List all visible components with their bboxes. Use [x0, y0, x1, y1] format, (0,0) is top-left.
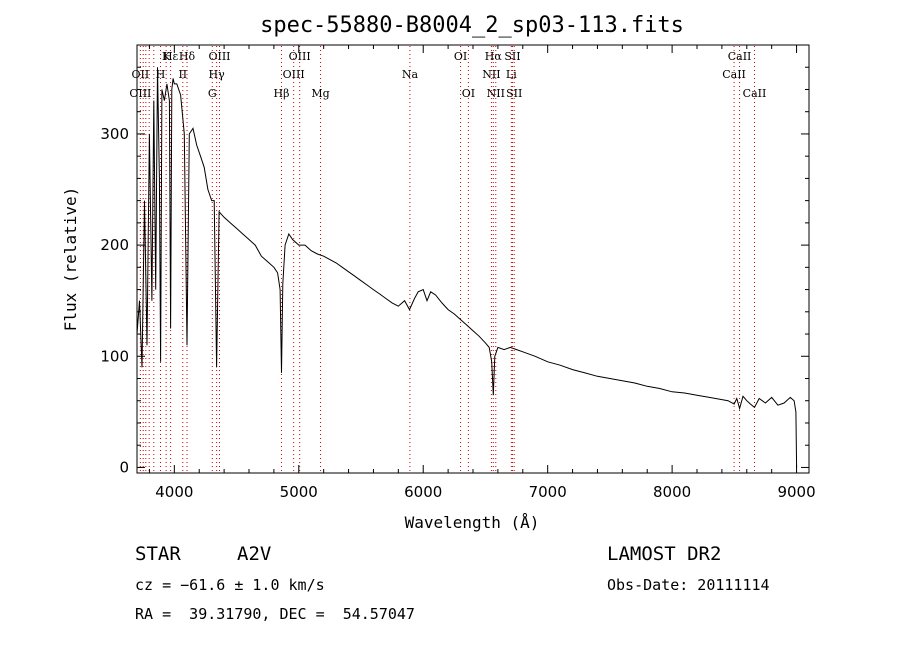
x-tick-label-6000: 6000 [404, 483, 442, 501]
line-label-9: OII [132, 68, 150, 81]
line-markers [139, 46, 755, 473]
x-axis-label: Wavelength (Å) [405, 513, 540, 532]
plot-frame [136, 44, 810, 474]
x-tick-label-8000: 8000 [653, 483, 691, 501]
line-label-10: H [156, 68, 166, 81]
line-label-22: OI [462, 87, 475, 100]
y-axis-label: Flux (relative) [61, 187, 80, 332]
object-subclass: A2V [237, 543, 272, 565]
x-tick-label-9000: 9000 [777, 483, 815, 501]
survey-name: LAMOST DR2 [607, 543, 722, 565]
line-label-23: NII [487, 87, 505, 100]
line-label-14: Na [402, 68, 419, 81]
line-label-24: SII [506, 87, 522, 100]
object-class: STAR [135, 543, 181, 565]
line-label-19: G [208, 87, 217, 100]
chart-title: spec-55880-B8004_2_sp03-113.fits [260, 13, 684, 38]
x-tick-label-7000: 7000 [529, 483, 567, 501]
line-label-0: Hε [163, 50, 179, 63]
line-label-11: II [178, 68, 187, 81]
redshift-readout: cz = −61.6 ± 1.0 km/s [135, 576, 325, 594]
line-label-25: CaII [743, 87, 767, 100]
y-axis-ticks: 0 100 200 300 [100, 66, 809, 476]
line-label-5: OI [454, 50, 467, 63]
y-tick-label-300: 300 [100, 125, 129, 143]
line-label-1: K [162, 50, 171, 63]
obs-date: Obs-Date: 20111114 [607, 576, 770, 594]
line-label-8: CaII [728, 50, 752, 63]
x-tick-label-5000: 5000 [280, 483, 318, 501]
line-label-4: OIII [289, 50, 311, 63]
y-tick-label-200: 200 [100, 236, 129, 254]
line-label-18: OIII [129, 87, 151, 100]
y-tick-label-100: 100 [100, 347, 129, 365]
line-label-6: Hα [485, 50, 503, 63]
y-tick-label-0: 0 [119, 458, 129, 476]
line-label-20: Hβ [274, 87, 290, 100]
flux-series-line [136, 67, 798, 468]
line-label-2: Hδ [179, 50, 196, 63]
x-axis-ticks: 4000 5000 6000 7000 8000 9000 [148, 45, 816, 501]
line-label-7: SII [504, 50, 520, 63]
line-label-3: OIII [208, 50, 230, 63]
x-tick-label-4000: 4000 [155, 483, 193, 501]
coordinates: RA = 39.31790, DEC = 54.57047 [135, 605, 415, 623]
line-label-13: OIII [283, 68, 305, 81]
line-label-12: Hγ [209, 68, 226, 81]
line-label-16: Li [506, 68, 517, 81]
line-label-21: Mg [311, 87, 329, 100]
line-label-15: NII [482, 68, 500, 81]
line-label-17: CaII [722, 68, 746, 81]
